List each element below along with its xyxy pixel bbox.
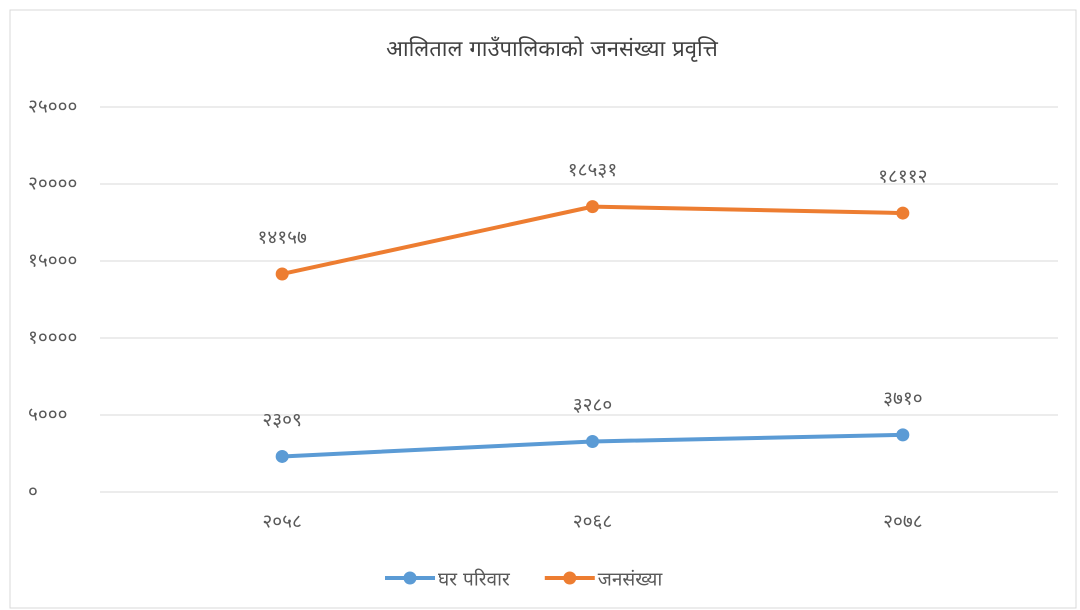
y-tick-label: ५००० xyxy=(28,404,68,426)
data-point xyxy=(896,206,910,220)
data-point xyxy=(896,428,910,442)
data-label: १८११२ xyxy=(878,166,927,188)
chart-frame xyxy=(9,9,1077,609)
data-point xyxy=(275,267,289,281)
y-tick-label: १५००० xyxy=(28,250,77,272)
data-label: १८५३१ xyxy=(568,159,617,181)
legend-marker xyxy=(563,571,577,585)
x-tick-label: २०७८ xyxy=(883,511,923,533)
x-tick-label: २०६८ xyxy=(573,511,613,533)
legend-label: जनसंख्या xyxy=(598,569,664,591)
data-point xyxy=(586,434,599,448)
y-tick-label: २५००० xyxy=(28,96,77,118)
chart-title: आलिताल गाउँपालिकाको जनसंख्या प्रवृत्ति xyxy=(386,36,719,62)
data-label: १४१५७ xyxy=(257,226,307,248)
data-label: ३७१० xyxy=(883,387,923,409)
data-point xyxy=(586,200,599,214)
data-point xyxy=(275,449,289,463)
y-tick-label: १०००० xyxy=(28,327,77,349)
y-tick-label: २०००० xyxy=(28,173,77,195)
legend-label: घर परिवार xyxy=(438,568,511,591)
y-tick-label: ० xyxy=(28,481,38,503)
data-label: ३२८० xyxy=(573,394,613,416)
x-tick-label: २०५८ xyxy=(262,511,302,533)
data-label: २३०९ xyxy=(262,409,302,431)
legend-marker xyxy=(403,571,417,585)
